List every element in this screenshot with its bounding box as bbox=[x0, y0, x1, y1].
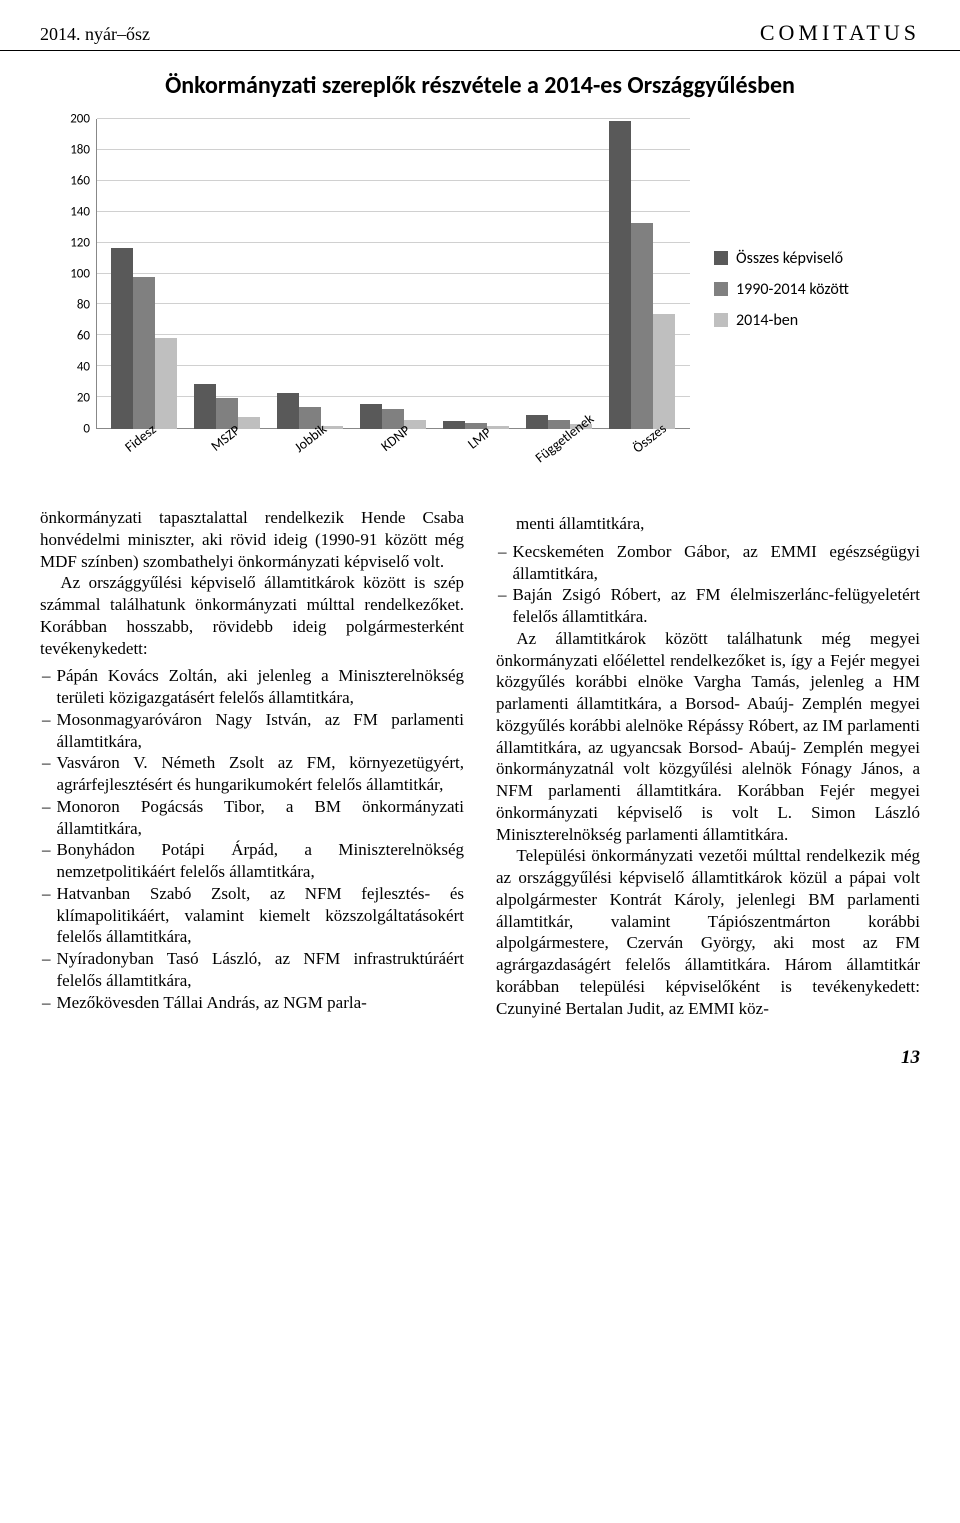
bar bbox=[194, 384, 216, 429]
body-text: önkormányzati tapasztalattal rendelkezik… bbox=[0, 487, 960, 1019]
bar bbox=[133, 277, 155, 429]
y-tick: 80 bbox=[77, 298, 90, 313]
bar bbox=[526, 415, 548, 429]
list-item: Pápán Kovács Zoltán, aki jelenleg a Mini… bbox=[40, 665, 464, 709]
legend-label: Összes képviselő bbox=[736, 249, 843, 268]
bar-group bbox=[185, 119, 268, 429]
bar-group bbox=[435, 119, 518, 429]
y-tick: 140 bbox=[70, 205, 90, 220]
left-column: önkormányzati tapasztalattal rendelkezik… bbox=[40, 507, 464, 1019]
chart-legend: Összes képviselő 1990-2014 között 2014-ben bbox=[690, 237, 900, 342]
chart-title: Önkormányzati szereplők részvétele a 201… bbox=[60, 71, 900, 101]
legend-item: Összes képviselő bbox=[714, 249, 900, 268]
bar bbox=[631, 223, 653, 429]
y-tick: 120 bbox=[70, 236, 90, 251]
y-tick: 40 bbox=[77, 360, 90, 375]
list-item: Nyíradonyban Tasó László, az NFM infrast… bbox=[40, 948, 464, 992]
bar-group bbox=[601, 119, 684, 429]
paragraph: önkormányzati tapasztalattal rendelkezik… bbox=[40, 507, 464, 572]
bar bbox=[277, 393, 299, 429]
header-date: 2014. nyár–ősz bbox=[40, 24, 150, 45]
paragraph: Az államtitkárok között találhatunk még … bbox=[496, 628, 920, 846]
right-column: menti államtitkára, Kecskeméten Zombor G… bbox=[496, 507, 920, 1019]
list-item: Kecskeméten Zombor Gábor, az EMMI egészs… bbox=[496, 541, 920, 585]
legend-swatch bbox=[714, 282, 728, 296]
legend-swatch bbox=[714, 313, 728, 327]
bar-group bbox=[518, 119, 601, 429]
bar-group bbox=[102, 119, 185, 429]
list-item: Mosonmagyaróváron Nagy István, az FM par… bbox=[40, 709, 464, 753]
list-item: Vasváron V. Németh Zsolt az FM, környeze… bbox=[40, 752, 464, 796]
legend-item: 2014-ben bbox=[714, 311, 900, 330]
legend-item: 1990-2014 között bbox=[714, 280, 900, 299]
y-tick: 60 bbox=[77, 329, 90, 344]
y-tick: 0 bbox=[83, 422, 90, 437]
page-header: 2014. nyár–ősz COMITATUS bbox=[0, 0, 960, 51]
paragraph: Az országgyűlési képviselő államtitkárok… bbox=[40, 572, 464, 659]
list-item: Monoron Pogácsás Tibor, a BM önkormányza… bbox=[40, 796, 464, 840]
list-item: Bonyhádon Potápi Árpád, a Miniszterelnök… bbox=[40, 839, 464, 883]
header-journal: COMITATUS bbox=[760, 20, 920, 46]
bar bbox=[360, 404, 382, 429]
bar-group bbox=[351, 119, 434, 429]
chart-plot: 020406080100120140160180200 FideszMSZPJo… bbox=[60, 119, 690, 459]
chart: Önkormányzati szereplők részvétele a 201… bbox=[60, 71, 900, 459]
legend-swatch bbox=[714, 251, 728, 265]
legend-label: 2014-ben bbox=[736, 311, 798, 330]
list-item: Baján Zsigó Róbert, az FM élelmiszerlánc… bbox=[496, 584, 920, 628]
y-tick: 180 bbox=[70, 143, 90, 158]
y-tick: 160 bbox=[70, 174, 90, 189]
page-number: 13 bbox=[0, 1019, 960, 1093]
paragraph: Települési önkormányzati vezetői múlttal… bbox=[496, 845, 920, 1019]
list-item-cont: menti államtitkára, bbox=[496, 513, 920, 535]
bar bbox=[111, 248, 133, 429]
y-tick: 100 bbox=[70, 267, 90, 282]
y-tick: 200 bbox=[70, 112, 90, 127]
list-item: Mezőkövesden Tállai András, az NGM parla… bbox=[40, 992, 464, 1014]
bar bbox=[443, 421, 465, 429]
bar-group bbox=[268, 119, 351, 429]
y-tick: 20 bbox=[77, 391, 90, 406]
bar bbox=[609, 121, 631, 429]
list-item: Hatvanban Szabó Zsolt, az NFM fejlesztés… bbox=[40, 883, 464, 948]
legend-label: 1990-2014 között bbox=[736, 280, 849, 299]
